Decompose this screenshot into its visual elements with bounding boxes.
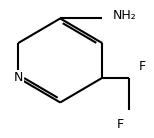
Text: F: F [139, 60, 146, 73]
Text: NH₂: NH₂ [113, 9, 137, 22]
Text: F: F [117, 118, 124, 131]
Text: N: N [14, 71, 23, 84]
